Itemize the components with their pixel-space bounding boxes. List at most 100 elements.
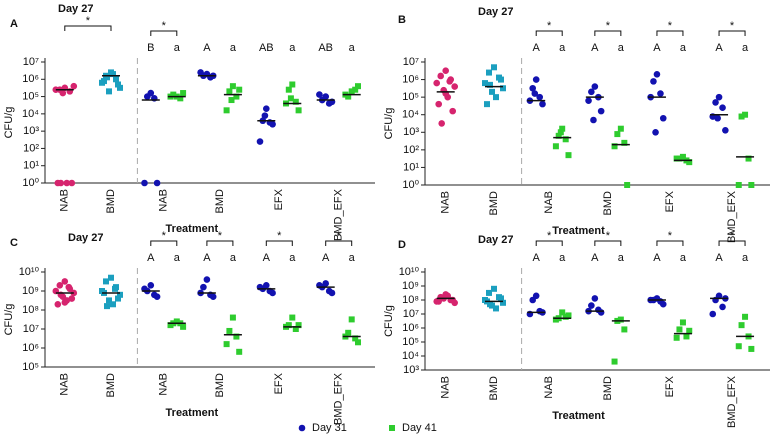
data-point bbox=[103, 278, 109, 285]
data-point bbox=[712, 99, 719, 106]
x-tick-label: BMD_EFX bbox=[333, 372, 345, 425]
y-tick-label: 10⁰ bbox=[22, 177, 39, 189]
data-point bbox=[591, 295, 599, 302]
data-point bbox=[565, 312, 572, 319]
group-letter: a bbox=[349, 252, 356, 264]
data-point bbox=[292, 98, 299, 105]
data-point bbox=[115, 81, 121, 88]
data-point bbox=[555, 132, 562, 139]
data-point bbox=[449, 107, 457, 115]
group-letter: A bbox=[203, 252, 211, 264]
data-point bbox=[167, 322, 174, 329]
y-tick-label: 10³ bbox=[23, 125, 39, 137]
data-point bbox=[679, 319, 686, 326]
data-point bbox=[177, 95, 184, 102]
data-point bbox=[223, 341, 230, 348]
data-point bbox=[59, 89, 67, 97]
legend-label: Day 31 bbox=[312, 422, 347, 434]
data-point bbox=[256, 138, 264, 145]
data-point bbox=[673, 155, 680, 162]
significance: * bbox=[668, 20, 673, 32]
panel-title: Day 27 bbox=[478, 6, 513, 18]
legend-marker bbox=[298, 424, 306, 432]
group-letter: A bbox=[715, 252, 723, 264]
legend-label: Day 41 bbox=[402, 422, 437, 434]
data-point bbox=[233, 93, 240, 100]
data-point bbox=[433, 79, 441, 87]
y-tick-label: 10¹ bbox=[403, 161, 419, 173]
data-point bbox=[444, 292, 452, 300]
data-point bbox=[735, 182, 742, 188]
data-point bbox=[498, 76, 504, 83]
data-point bbox=[719, 303, 726, 311]
data-point bbox=[285, 86, 292, 93]
data-point bbox=[223, 107, 230, 114]
data-point bbox=[559, 125, 566, 132]
y-tick-label: 10⁶ bbox=[402, 322, 419, 334]
x-tick-label: BMD_EFX bbox=[726, 375, 738, 428]
data-point bbox=[104, 74, 110, 81]
data-point bbox=[108, 274, 114, 281]
x-axis-label: Treatment bbox=[166, 223, 219, 235]
data-point bbox=[263, 105, 270, 112]
data-point bbox=[316, 91, 323, 98]
panel-label: D bbox=[398, 239, 406, 251]
y-tick-label: 10¹⁰ bbox=[399, 266, 420, 278]
significance: * bbox=[86, 15, 91, 27]
group-letter: A bbox=[263, 252, 271, 264]
data-point bbox=[591, 83, 599, 90]
data-point bbox=[295, 107, 302, 114]
data-point bbox=[435, 298, 443, 305]
data-point bbox=[491, 285, 497, 292]
y-tick-label: 10⁶ bbox=[22, 342, 39, 354]
data-point bbox=[438, 120, 446, 127]
data-point bbox=[676, 326, 683, 333]
x-tick-label: BMD bbox=[214, 189, 226, 214]
group-letter: a bbox=[680, 252, 687, 264]
group-letter: a bbox=[559, 42, 566, 54]
y-tick-label: 10² bbox=[23, 142, 39, 154]
data-point bbox=[500, 299, 506, 306]
data-point bbox=[489, 88, 495, 95]
data-point bbox=[722, 126, 729, 134]
data-point bbox=[484, 101, 490, 108]
group-letter: A bbox=[533, 42, 541, 54]
data-point bbox=[686, 159, 693, 166]
y-tick-label: 10⁸ bbox=[402, 294, 419, 306]
data-point bbox=[493, 94, 499, 101]
data-point bbox=[106, 88, 112, 95]
data-point bbox=[539, 100, 546, 108]
data-point bbox=[110, 71, 116, 78]
data-point bbox=[203, 276, 211, 283]
bracket bbox=[265, 240, 293, 246]
data-point bbox=[552, 143, 559, 150]
group-letter: a bbox=[289, 252, 296, 264]
bracket bbox=[594, 30, 622, 36]
y-tick-label: 10⁹ bbox=[22, 285, 39, 297]
data-point bbox=[295, 322, 302, 329]
data-point bbox=[486, 289, 492, 296]
significance: * bbox=[218, 230, 223, 242]
data-point bbox=[117, 291, 123, 298]
data-point bbox=[482, 80, 488, 87]
data-point bbox=[719, 104, 726, 112]
data-point bbox=[614, 131, 621, 138]
y-tick-label: 10⁰ bbox=[402, 179, 419, 191]
data-point bbox=[588, 88, 595, 96]
data-point bbox=[289, 314, 296, 321]
y-tick-label: 10⁹ bbox=[402, 280, 419, 292]
data-point bbox=[653, 70, 661, 78]
x-tick-label: BMD_EFX bbox=[726, 190, 738, 243]
data-point bbox=[180, 323, 187, 330]
group-letter: a bbox=[349, 42, 356, 54]
data-point bbox=[742, 313, 749, 320]
data-point bbox=[650, 78, 657, 85]
data-point bbox=[228, 97, 235, 104]
data-point bbox=[289, 81, 296, 88]
data-point bbox=[683, 333, 690, 340]
data-point bbox=[657, 90, 664, 97]
y-tick-label: 10⁸ bbox=[22, 304, 39, 316]
data-point bbox=[673, 334, 680, 341]
data-point bbox=[328, 289, 336, 297]
y-tick-label: 10⁶ bbox=[402, 73, 419, 85]
